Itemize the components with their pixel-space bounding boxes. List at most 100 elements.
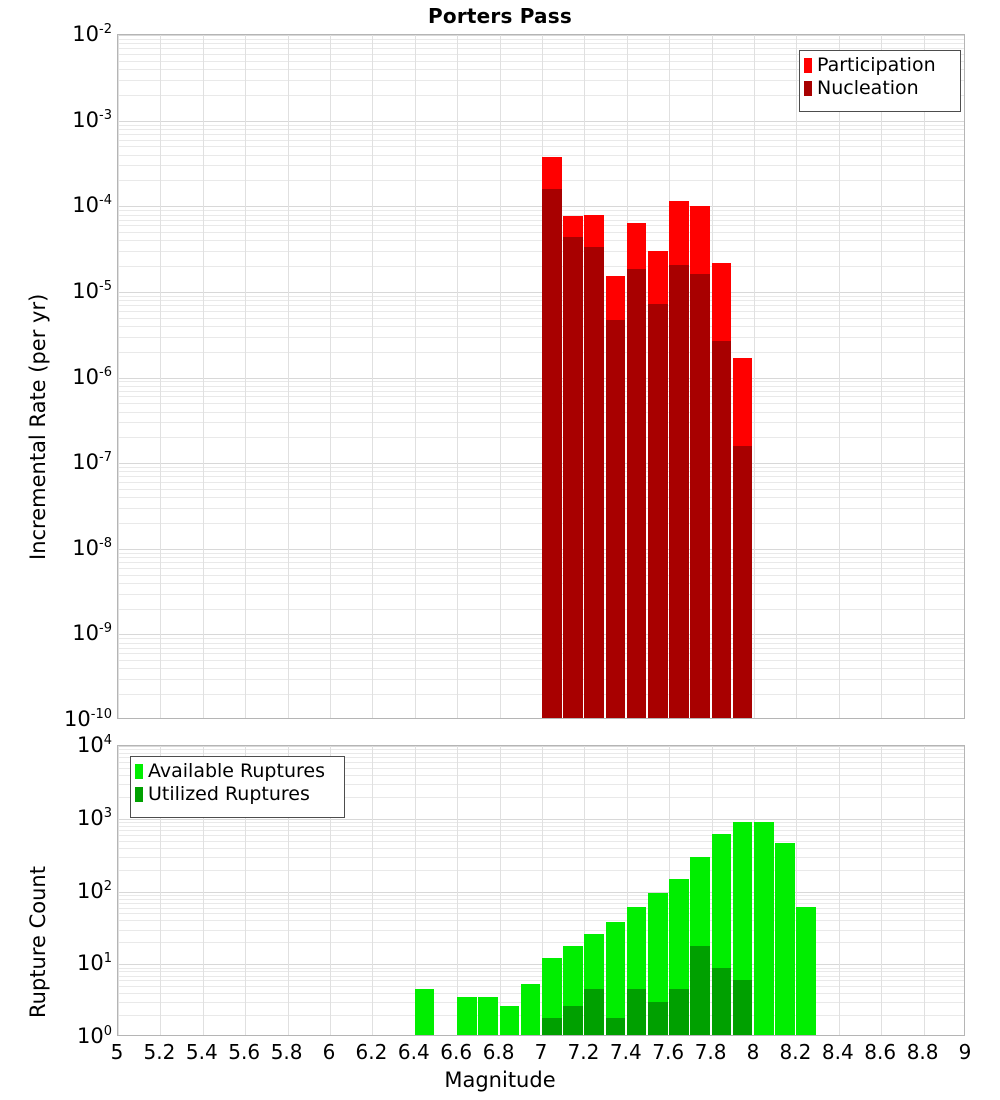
- grid-line: [584, 746, 585, 1035]
- grid-line: [118, 767, 964, 769]
- grid-line: [118, 567, 964, 569]
- grid-line: [118, 891, 964, 893]
- bar: [669, 201, 689, 718]
- grid-line: [118, 608, 964, 610]
- grid-line: [118, 300, 964, 302]
- grid-line: [118, 266, 964, 268]
- grid-line: [118, 120, 964, 122]
- x-tick-label: 6.6: [440, 1040, 473, 1064]
- grid-line: [118, 913, 964, 915]
- incremental-rate-legend: Participation Nucleation: [799, 50, 961, 112]
- bar-segment: [563, 236, 583, 718]
- x-tick-label: 5.6: [228, 1040, 261, 1064]
- bar: [796, 906, 817, 1035]
- legend-item: Participation: [804, 54, 954, 77]
- grid-line: [118, 840, 964, 842]
- grid-line: [118, 638, 964, 640]
- grid-line: [118, 552, 964, 554]
- bar: [478, 996, 499, 1035]
- x-tick-label: 9: [958, 1040, 972, 1064]
- legend-item: Nucleation: [804, 77, 954, 100]
- bar-segment: [711, 340, 732, 718]
- bar-segment: [605, 1018, 626, 1035]
- grid-line: [288, 746, 289, 1035]
- grid-line: [372, 746, 373, 1035]
- x-tick-label: 5: [110, 1040, 124, 1064]
- bar-segment: [732, 445, 753, 718]
- grid-line: [924, 35, 925, 718]
- bar-segment: [690, 274, 711, 718]
- grid-line: [118, 240, 964, 242]
- grid-line: [457, 35, 458, 718]
- bar-segment: [732, 980, 753, 1035]
- grid-line: [118, 467, 964, 469]
- bar: [732, 357, 753, 718]
- grid-line: [118, 668, 964, 670]
- bar: [690, 206, 711, 718]
- legend-swatch-icon: [804, 58, 812, 73]
- magnitude-x-axis-label: Magnitude: [444, 1068, 556, 1092]
- grid-line: [118, 411, 964, 413]
- grid-line: [118, 437, 964, 439]
- grid-line: [118, 60, 964, 62]
- grid-line: [118, 146, 964, 148]
- bar: [605, 275, 626, 718]
- y-tick-label: 103: [76, 805, 112, 830]
- grid-line: [118, 422, 964, 424]
- legend-swatch-icon: [135, 764, 143, 779]
- x-tick-label: 5.4: [185, 1040, 218, 1064]
- grid-line: [288, 35, 289, 718]
- bar: [775, 843, 795, 1035]
- legend-swatch-icon: [804, 81, 812, 96]
- bar-segment: [563, 1005, 583, 1035]
- grid-line: [118, 642, 964, 644]
- bar: [648, 893, 668, 1035]
- grid-line: [118, 971, 964, 973]
- grid-line: [118, 830, 964, 832]
- grid-line: [160, 746, 161, 1035]
- grid-line: [118, 128, 964, 130]
- bar-segment: [669, 989, 689, 1035]
- grid-line: [118, 774, 964, 776]
- bar: [732, 822, 753, 1035]
- grid-line: [118, 251, 964, 253]
- grid-line: [118, 154, 964, 156]
- bar: [711, 833, 732, 1035]
- bar-segment: [626, 268, 647, 718]
- grid-line: [118, 381, 964, 383]
- grid-line: [203, 35, 204, 718]
- bar: [711, 262, 732, 718]
- grid-line: [118, 898, 964, 900]
- grid-line: [118, 310, 964, 312]
- grid-line: [839, 746, 840, 1035]
- bar: [690, 856, 711, 1035]
- grid-line: [118, 975, 964, 977]
- grid-line: [118, 967, 964, 969]
- grid-line: [118, 180, 964, 182]
- grid-line: [118, 317, 964, 319]
- grid-line: [118, 869, 964, 871]
- x-tick-label: 6.4: [397, 1040, 430, 1064]
- grid-line: [118, 660, 964, 662]
- bar-segment: [669, 265, 689, 718]
- grid-line: [839, 35, 840, 718]
- x-tick-label: 8.8: [906, 1040, 939, 1064]
- y-tick-label: 10-10: [64, 707, 112, 731]
- x-tick-label: 5.2: [143, 1040, 176, 1064]
- legend-label: Utilized Ruptures: [148, 783, 310, 805]
- bar: [584, 934, 605, 1035]
- x-tick-label: 5.8: [270, 1040, 303, 1064]
- grid-line: [118, 856, 964, 858]
- grid-line: [118, 225, 964, 227]
- legend-item: Available Ruptures: [135, 760, 338, 783]
- grid-line: [118, 762, 964, 764]
- bar: [542, 156, 562, 718]
- page-title: Porters Pass: [428, 4, 572, 28]
- grid-line: [796, 746, 797, 1035]
- bar: [669, 878, 689, 1035]
- grid-line: [330, 746, 331, 1035]
- grid-line: [118, 894, 964, 896]
- x-tick-label: 8.6: [864, 1040, 897, 1064]
- incremental-rate-y-axis-label: Incremental Rate (per yr): [26, 293, 50, 560]
- grid-line: [118, 653, 964, 655]
